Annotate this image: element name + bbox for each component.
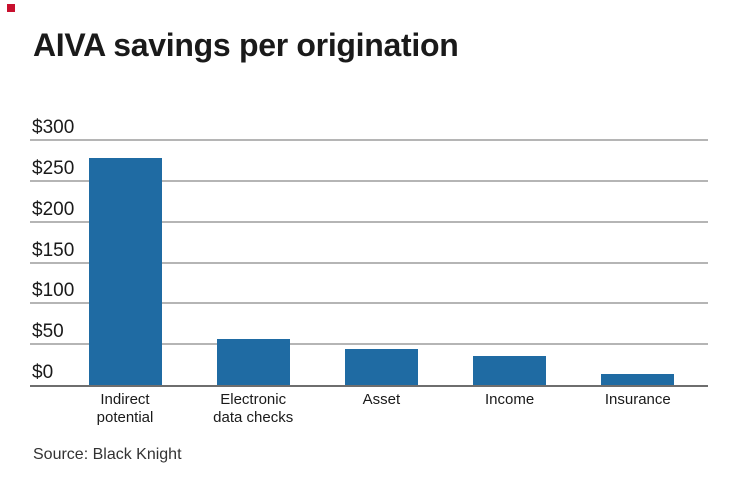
gridline-250 (30, 180, 708, 182)
x-axis-category-label: Insurance (558, 391, 718, 409)
bar-chart-plot-area: $0 $50 $100 $150 $200 $250 $300 Indirect potenti… (30, 117, 708, 426)
bar-indirect-potential (88, 158, 162, 386)
chart-title: AIVA savings per origination (33, 27, 459, 63)
x-axis-label-line: Insurance (604, 391, 671, 408)
gridline-200 (30, 221, 708, 223)
x-axis-label-line: data checks (213, 409, 294, 426)
x-axis-label-line: Income (484, 391, 535, 408)
x-axis-label-line: Electronic (220, 391, 287, 408)
gridline-100 (30, 302, 708, 304)
x-axis-category-label: Income (430, 391, 590, 409)
gridline-0 (30, 385, 708, 387)
gridline-300 (30, 139, 708, 141)
x-axis-label-line: Indirect (100, 391, 150, 408)
y-axis-tick-label: $100 (32, 280, 75, 302)
bar-insurance (601, 373, 675, 386)
source-attribution: Source: Black Knight (33, 446, 182, 463)
y-axis-tick-label: $300 (32, 117, 75, 138)
gridline-150 (30, 262, 708, 264)
brand-square-mark (7, 4, 15, 12)
x-axis-category-label: Electronic data checks (173, 391, 333, 427)
bar-asset (344, 349, 418, 386)
y-axis-tick-label: $150 (32, 239, 75, 261)
y-axis-tick-label: $200 (32, 198, 75, 220)
y-axis-tick-label: $0 (32, 362, 54, 383)
x-axis-label-line: potential (96, 409, 154, 426)
y-axis-tick-label: $50 (32, 321, 64, 343)
x-axis-category-label: Asset (301, 391, 461, 409)
bar-income (473, 355, 547, 386)
bar-electronic-data-checks (216, 339, 290, 386)
gridline-50 (30, 343, 708, 345)
x-axis-label-line: Asset (362, 391, 401, 408)
y-axis-tick-label: $250 (32, 157, 75, 179)
x-axis-category-label: Indirect potential (45, 391, 205, 427)
